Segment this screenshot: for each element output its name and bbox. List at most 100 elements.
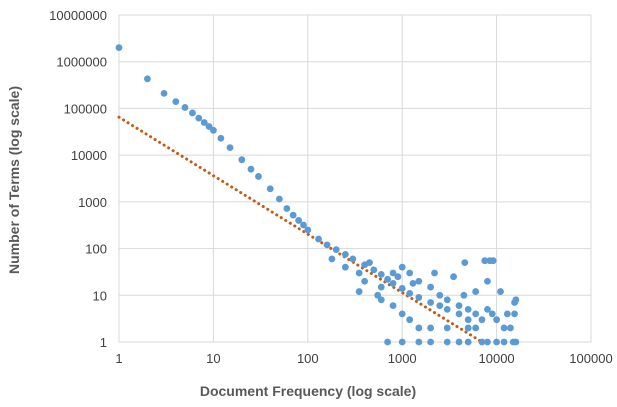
data-point — [455, 338, 463, 346]
data-point — [289, 211, 297, 219]
x-tick-label: 1 — [115, 351, 122, 366]
data-point — [366, 259, 373, 267]
y-tick-label: 10000000 — [49, 8, 107, 23]
data-point — [355, 269, 363, 277]
data-point — [355, 288, 363, 295]
data-point — [481, 257, 489, 265]
data-point — [226, 144, 234, 152]
data-point — [511, 310, 518, 318]
data-point — [389, 302, 397, 310]
gridlines — [118, 14, 592, 343]
data-point — [415, 324, 423, 332]
data-point — [323, 241, 331, 249]
y-tick-label: 1 — [100, 335, 107, 350]
data-point — [443, 338, 451, 346]
data-point — [406, 316, 414, 324]
data-point — [512, 338, 520, 346]
data-point — [500, 324, 508, 332]
data-point — [409, 279, 417, 287]
data-point — [304, 226, 312, 234]
y-tick-label: 1000000 — [56, 55, 107, 70]
data-point — [389, 279, 397, 287]
data-point — [341, 263, 349, 271]
data-point — [283, 205, 291, 212]
data-point — [144, 75, 151, 83]
data-point — [503, 310, 511, 318]
data-point — [427, 338, 435, 346]
data-point — [455, 302, 463, 310]
data-point — [384, 275, 391, 283]
data-point — [461, 259, 469, 267]
data-point — [464, 305, 472, 313]
data-point — [238, 156, 246, 164]
y-tick-label: 100 — [85, 242, 107, 257]
data-point — [266, 185, 274, 193]
data-point — [332, 246, 340, 254]
data-point — [484, 338, 491, 346]
data-point — [488, 310, 496, 318]
data-point — [341, 251, 349, 258]
trendline-line — [117, 115, 484, 344]
data-point — [217, 134, 225, 142]
data-point — [493, 338, 500, 346]
data-point — [275, 195, 283, 203]
y-axis-ticks: 1 10 100 1000 10000 100000 1000000 10000000 — [49, 8, 107, 350]
data-point — [160, 89, 168, 97]
data-point — [464, 338, 472, 346]
data-point — [497, 288, 504, 295]
data-point — [181, 104, 189, 111]
data-point — [427, 283, 435, 291]
data-point — [377, 270, 385, 278]
data-point — [431, 269, 438, 277]
x-tick-label: 10 — [206, 351, 220, 366]
data-point — [361, 277, 369, 285]
data-point — [398, 338, 406, 346]
data-point — [415, 277, 423, 285]
data-point — [398, 263, 406, 271]
data-point — [398, 310, 406, 318]
x-tick-label: 100000 — [569, 351, 612, 366]
data-point — [450, 273, 457, 281]
data-point — [506, 324, 514, 332]
data-point — [406, 269, 414, 277]
data-point — [443, 296, 451, 304]
data-point — [384, 338, 391, 346]
data-point — [200, 119, 208, 126]
data-point — [472, 288, 480, 295]
x-axis-ticks: 1 10 100 1000 10000 100000 — [115, 351, 612, 366]
x-tick-label: 100 — [297, 351, 319, 366]
data-point — [315, 235, 322, 243]
data-point — [443, 324, 451, 332]
data-point — [427, 299, 435, 306]
data-point — [415, 338, 423, 346]
data-point — [247, 165, 255, 173]
data-point — [210, 126, 217, 134]
data-point — [493, 316, 500, 324]
data-point — [464, 324, 472, 332]
data-point — [255, 173, 262, 180]
data-point — [172, 98, 180, 106]
data-point — [295, 217, 303, 224]
trendline — [117, 115, 484, 344]
data-point — [511, 299, 518, 306]
data-point — [455, 310, 463, 318]
data-point — [464, 316, 472, 324]
y-tick-label: 100000 — [64, 101, 107, 116]
y-tick-label: 10 — [93, 288, 107, 303]
data-point — [394, 273, 402, 281]
data-point — [427, 324, 435, 332]
data-point — [484, 277, 491, 285]
data-point — [406, 289, 414, 297]
data-point — [377, 283, 385, 291]
data-point — [500, 338, 508, 346]
x-axis-title: Document Frequency (log scale) — [200, 383, 416, 399]
data-point — [472, 310, 480, 318]
data-point — [328, 255, 336, 263]
data-point — [472, 324, 480, 332]
y-tick-label: 10000 — [71, 148, 107, 163]
data-point — [436, 291, 444, 299]
x-tick-label: 1000 — [388, 351, 417, 366]
data-point — [389, 269, 397, 277]
data-point — [415, 294, 423, 301]
